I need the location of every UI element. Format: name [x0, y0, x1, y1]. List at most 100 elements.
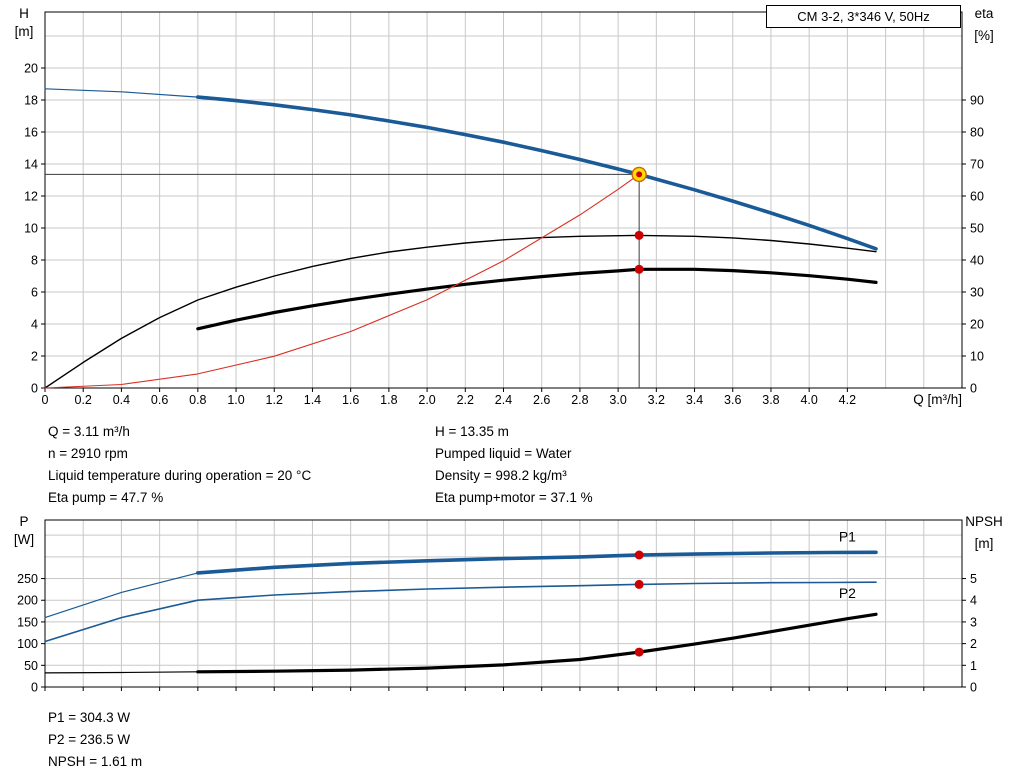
eta-pump-point-marker: [634, 230, 644, 240]
svg-text:90: 90: [970, 94, 984, 108]
svg-text:50: 50: [24, 659, 38, 673]
svg-text:150: 150: [17, 615, 38, 629]
eta-pump-motor-curve: [196, 267, 878, 331]
svg-text:1.0: 1.0: [227, 393, 244, 407]
svg-text:50: 50: [970, 222, 984, 236]
svg-text:8: 8: [31, 254, 38, 268]
y-right-axis-title: eta: [975, 6, 994, 21]
axis-labels: 0 50 100 150 200 250 0 1 2 3 4 5 P [W] NPSH [m]: [14, 514, 1003, 695]
svg-text:3.8: 3.8: [762, 393, 779, 407]
svg-text:20: 20: [24, 62, 38, 76]
svg-text:2.2: 2.2: [457, 393, 474, 407]
pump-curve: [196, 95, 878, 251]
power-npsh-chart: 0 50 100 150 200 250 0 1 2 3 4 5 P [W] NPSH [m] P1 P2: [14, 514, 1003, 695]
info-density: Density = 998.2 kg/m³: [435, 468, 567, 483]
p2-series-label: P2: [839, 585, 856, 601]
svg-text:[%]: [%]: [974, 28, 994, 43]
npsh-curve: [196, 612, 878, 674]
svg-text:1.2: 1.2: [266, 393, 283, 407]
duty-info-left: Q = 3.11 m³/h n = 2910 rpm Liquid temper…: [48, 421, 311, 509]
svg-text:0: 0: [31, 382, 38, 396]
x-axis-title: Q [m³/h]: [913, 392, 962, 407]
info-pumped-liquid: Pumped liquid = Water: [435, 446, 572, 461]
svg-text:4: 4: [970, 594, 977, 608]
duty-info-right: H = 13.35 m Pumped liquid = Water Densit…: [435, 421, 593, 509]
info-liquid-temperature: Liquid temperature during operation = 20…: [48, 468, 312, 483]
svg-text:1.6: 1.6: [342, 393, 359, 407]
info-flow: Q = 3.11 m³/h: [48, 424, 130, 439]
pump-curve-lead: [44, 88, 199, 98]
svg-text:18: 18: [24, 94, 38, 108]
p1-curve: [196, 550, 878, 575]
axis-labels: 0 0.2 0.4 0.6 0.8 1.0 1.2 1.4 1.6 1.8 2.0 2.2 2.4 2.6…: [15, 6, 994, 407]
info-p2: P2 = 236.5 W: [48, 732, 131, 747]
svg-text:100: 100: [17, 637, 38, 651]
svg-text:0.8: 0.8: [189, 393, 206, 407]
p1-curve-lead: [44, 572, 199, 619]
p2-point-marker: [634, 579, 644, 589]
svg-text:[W]: [W]: [14, 532, 34, 547]
svg-text:3: 3: [970, 615, 977, 629]
svg-text:0.6: 0.6: [151, 393, 168, 407]
svg-text:10: 10: [24, 222, 38, 236]
info-eta-pump: Eta pump = 47.7 %: [48, 490, 164, 505]
system-curve: [44, 173, 640, 389]
info-speed: n = 2910 rpm: [48, 446, 128, 461]
y-right-axis-title: NPSH: [965, 514, 1003, 529]
svg-text:200: 200: [17, 594, 38, 608]
svg-text:0.4: 0.4: [113, 393, 130, 407]
svg-text:2.6: 2.6: [533, 393, 550, 407]
duty-crosshair: [45, 173, 640, 388]
svg-text:70: 70: [970, 158, 984, 172]
axis-ticks: [41, 578, 966, 691]
svg-text:250: 250: [17, 572, 38, 586]
svg-text:0: 0: [970, 382, 977, 396]
svg-text:1.8: 1.8: [380, 393, 397, 407]
svg-text:60: 60: [970, 190, 984, 204]
svg-text:3.6: 3.6: [724, 393, 741, 407]
svg-text:0: 0: [31, 681, 38, 695]
axis-ticks: [41, 67, 966, 392]
svg-text:1: 1: [970, 659, 977, 673]
info-p1: P1 = 304.3 W: [48, 710, 131, 725]
grid-lines: [45, 12, 962, 388]
duty-point-marker: [631, 166, 647, 183]
svg-text:3.4: 3.4: [686, 393, 703, 407]
p1-series-label: P1: [839, 529, 856, 545]
svg-text:5: 5: [970, 572, 977, 586]
eta-pump-curve: [44, 234, 877, 389]
y-left-axis-title: P: [19, 514, 28, 529]
svg-text:12: 12: [24, 190, 38, 204]
svg-text:[m]: [m]: [975, 536, 994, 551]
svg-text:[m]: [m]: [15, 24, 34, 39]
svg-text:6: 6: [31, 286, 38, 300]
svg-text:80: 80: [970, 126, 984, 140]
pump-title-box: CM 3-2, 3*346 V, 50Hz: [766, 5, 961, 28]
info-eta-pump-motor: Eta pump+motor = 37.1 %: [435, 490, 593, 505]
info-npsh: NPSH = 1.61 m: [48, 754, 143, 769]
svg-text:14: 14: [24, 158, 38, 172]
svg-text:2: 2: [31, 350, 38, 364]
svg-text:4: 4: [31, 318, 38, 332]
p1-point-marker: [634, 550, 644, 560]
qh-efficiency-chart: 0 0.2 0.4 0.6 0.8 1.0 1.2 1.4 1.6 1.8 2.0 2.2 2.4 2.6…: [15, 6, 994, 407]
svg-text:2.4: 2.4: [495, 393, 512, 407]
npsh-curve-lead: [44, 671, 199, 674]
svg-text:2.8: 2.8: [571, 393, 588, 407]
svg-text:0: 0: [970, 681, 977, 695]
svg-text:2: 2: [970, 637, 977, 651]
svg-text:0: 0: [42, 393, 49, 407]
svg-text:10: 10: [970, 350, 984, 364]
grid-lines: [45, 520, 962, 687]
svg-text:40: 40: [970, 254, 984, 268]
info-head: H = 13.35 m: [435, 424, 509, 439]
p2-curve: [44, 581, 877, 643]
svg-text:4.2: 4.2: [839, 393, 856, 407]
svg-text:20: 20: [970, 318, 984, 332]
npsh-point-marker: [634, 647, 644, 657]
power-info-block: P1 = 304.3 W P2 = 236.5 W NPSH = 1.61 m: [48, 707, 142, 773]
svg-text:4.0: 4.0: [800, 393, 817, 407]
svg-text:2.0: 2.0: [418, 393, 435, 407]
svg-text:30: 30: [970, 286, 984, 300]
